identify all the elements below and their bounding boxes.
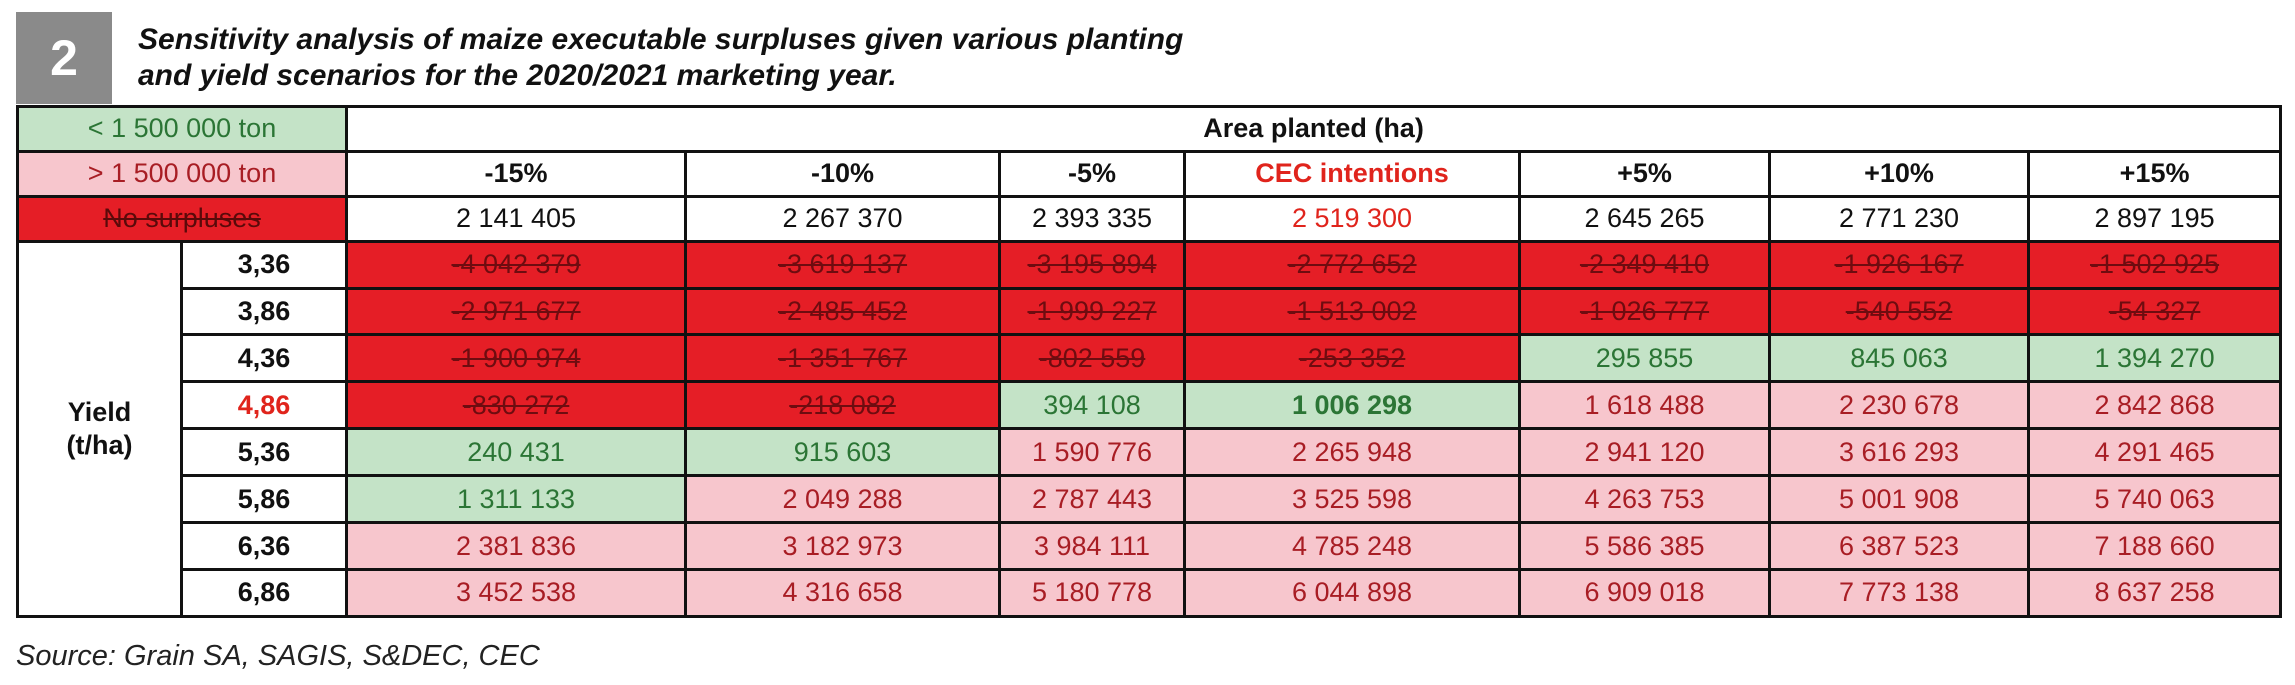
table-cell: 4 316 658 [684, 567, 1002, 619]
table-cell: 7 188 660 [2027, 521, 2283, 571]
table-cell: -830 272 [345, 380, 688, 431]
table-cell: 2 842 868 [2027, 380, 2283, 431]
yield-value: 6,86 [179, 567, 349, 619]
area-value: 2 771 230 [1768, 194, 2031, 243]
table-cell: 5 740 063 [2027, 474, 2283, 525]
table-cell: -2 971 677 [345, 286, 688, 337]
table-cell: 2 265 948 [1183, 427, 1522, 478]
figure-title: Sensitivity analysis of maize executable… [138, 23, 1184, 92]
table-cell: 5 180 778 [998, 567, 1187, 619]
table-cell-base-scenario: 1 006 298 [1183, 380, 1522, 431]
table-cell: 5 586 385 [1518, 521, 1772, 571]
table-cell: -1 026 777 [1518, 286, 1772, 337]
figure-number-badge: 2 [16, 12, 112, 104]
table-cell: 2 381 836 [345, 521, 688, 571]
column-header: -5% [998, 149, 1187, 198]
area-value: 2 393 335 [998, 194, 1187, 243]
table-cell: -2 349 410 [1518, 239, 1772, 290]
figure-header: 2 Sensitivity analysis of maize executab… [16, 12, 2286, 104]
table-cell: 1 311 133 [345, 474, 688, 525]
column-header-cec-intentions: CEC intentions [1183, 149, 1522, 198]
yield-value-base: 4,86 [179, 380, 349, 431]
table-cell: 1 590 776 [998, 427, 1187, 478]
column-header: +10% [1768, 149, 2031, 198]
table-cell: 915 603 [684, 427, 1002, 478]
table-cell: -1 513 002 [1183, 286, 1522, 337]
table-cell: -4 042 379 [345, 239, 688, 290]
table-cell: 2 787 443 [998, 474, 1187, 525]
yield-value: 5,36 [179, 427, 349, 478]
table-cell: -3 195 894 [998, 239, 1187, 290]
table-row: 5,86 1 311 133 2 049 288 2 787 443 3 525… [18, 474, 2283, 525]
column-header: +5% [1518, 149, 1772, 198]
yield-value: 3,36 [179, 239, 349, 290]
table-cell: -1 900 974 [345, 333, 688, 384]
table-cell: 3 452 538 [345, 567, 688, 619]
yield-value: 3,86 [179, 286, 349, 337]
table-cell: -802 559 [998, 333, 1187, 384]
yield-axis-label: Yield (t/ha) [16, 239, 183, 619]
table-cell: 2 941 120 [1518, 427, 1772, 478]
table-cell: 3 984 111 [998, 521, 1187, 571]
table-cell: 8 637 258 [2027, 567, 2283, 619]
legend-red: No surpluses [15, 194, 349, 243]
table-cell: 845 063 [1768, 333, 2031, 384]
table-cell: -54 327 [2027, 286, 2283, 337]
table-cell: 295 855 [1518, 333, 1772, 384]
table-cell: -253 352 [1183, 333, 1522, 384]
area-value: 2 141 405 [345, 194, 688, 243]
table-cell: -218 082 [684, 380, 1002, 431]
table-cell: 1 618 488 [1518, 380, 1772, 431]
table-cell: 5 001 908 [1768, 474, 2031, 525]
table-cell: 6 909 018 [1518, 567, 1772, 619]
table-cell: -1 926 167 [1768, 239, 2031, 290]
area-value: 2 645 265 [1518, 194, 1772, 243]
table-cell: 4 785 248 [1183, 521, 1522, 571]
table-cell: 3 182 973 [684, 521, 1002, 571]
table-cell: 6 387 523 [1768, 521, 2031, 571]
column-header: +15% [2027, 149, 2283, 198]
table-cell: 2 049 288 [684, 474, 1002, 525]
table-row: 4,36 -1 900 974 -1 351 767 -802 559 -253… [18, 333, 2283, 384]
column-header: -10% [684, 149, 1002, 198]
table-cell: -2 485 452 [684, 286, 1002, 337]
table-cell: 6 044 898 [1183, 567, 1522, 619]
table-cell: -3 619 137 [684, 239, 1002, 290]
area-value: 2 267 370 [684, 194, 1002, 243]
table-cell: 7 773 138 [1768, 567, 2031, 619]
table-row: 6,86 3 452 538 4 316 658 5 180 778 6 044… [18, 567, 2283, 619]
yield-value: 4,36 [179, 333, 349, 384]
table-cell: 3 525 598 [1183, 474, 1522, 525]
table-cell: 3 616 293 [1768, 427, 2031, 478]
area-value: 2 897 195 [2027, 194, 2283, 243]
table-row: 3,86 -2 971 677 -2 485 452 -1 999 227 -1… [18, 286, 2283, 337]
area-value-cec: 2 519 300 [1183, 194, 1522, 243]
area-planted-title: Area planted (ha) [345, 105, 2283, 153]
legend-pink: > 1 500 000 ton [15, 149, 349, 198]
source-note: Source: Grain SA, SAGIS, S&DEC, CEC [16, 640, 540, 672]
table-cell: 2 230 678 [1768, 380, 2031, 431]
yield-value: 6,36 [179, 521, 349, 571]
table-cell: -1 351 767 [684, 333, 1002, 384]
table-cell: 240 431 [345, 427, 688, 478]
table-cell: 4 291 465 [2027, 427, 2283, 478]
table-row: Yield (t/ha) 3,36 -4 042 379 -3 619 137 … [16, 239, 2283, 619]
table-cell: -1 999 227 [998, 286, 1187, 337]
table-cell: 394 108 [998, 380, 1187, 431]
column-header: -15% [345, 149, 688, 198]
table-row: 4,86 -830 272 -218 082 394 108 1 006 298… [18, 380, 2283, 431]
table-cell: -1 502 925 [2027, 239, 2283, 290]
table-row: 5,36 240 431 915 603 1 590 776 2 265 948… [18, 427, 2283, 478]
table-cell: 4 263 753 [1518, 474, 1772, 525]
table-row: 6,36 2 381 836 3 182 973 3 984 111 4 785… [18, 521, 2283, 571]
legend-green: < 1 500 000 ton [15, 105, 349, 153]
sensitivity-table: < 1 500 000 ton Area planted (ha) > 1 50… [15, 105, 2283, 619]
table-cell: 1 394 270 [2027, 333, 2283, 384]
table-cell: -2 772 652 [1183, 239, 1522, 290]
table-cell: -540 552 [1768, 286, 2031, 337]
yield-value: 5,86 [179, 474, 349, 525]
